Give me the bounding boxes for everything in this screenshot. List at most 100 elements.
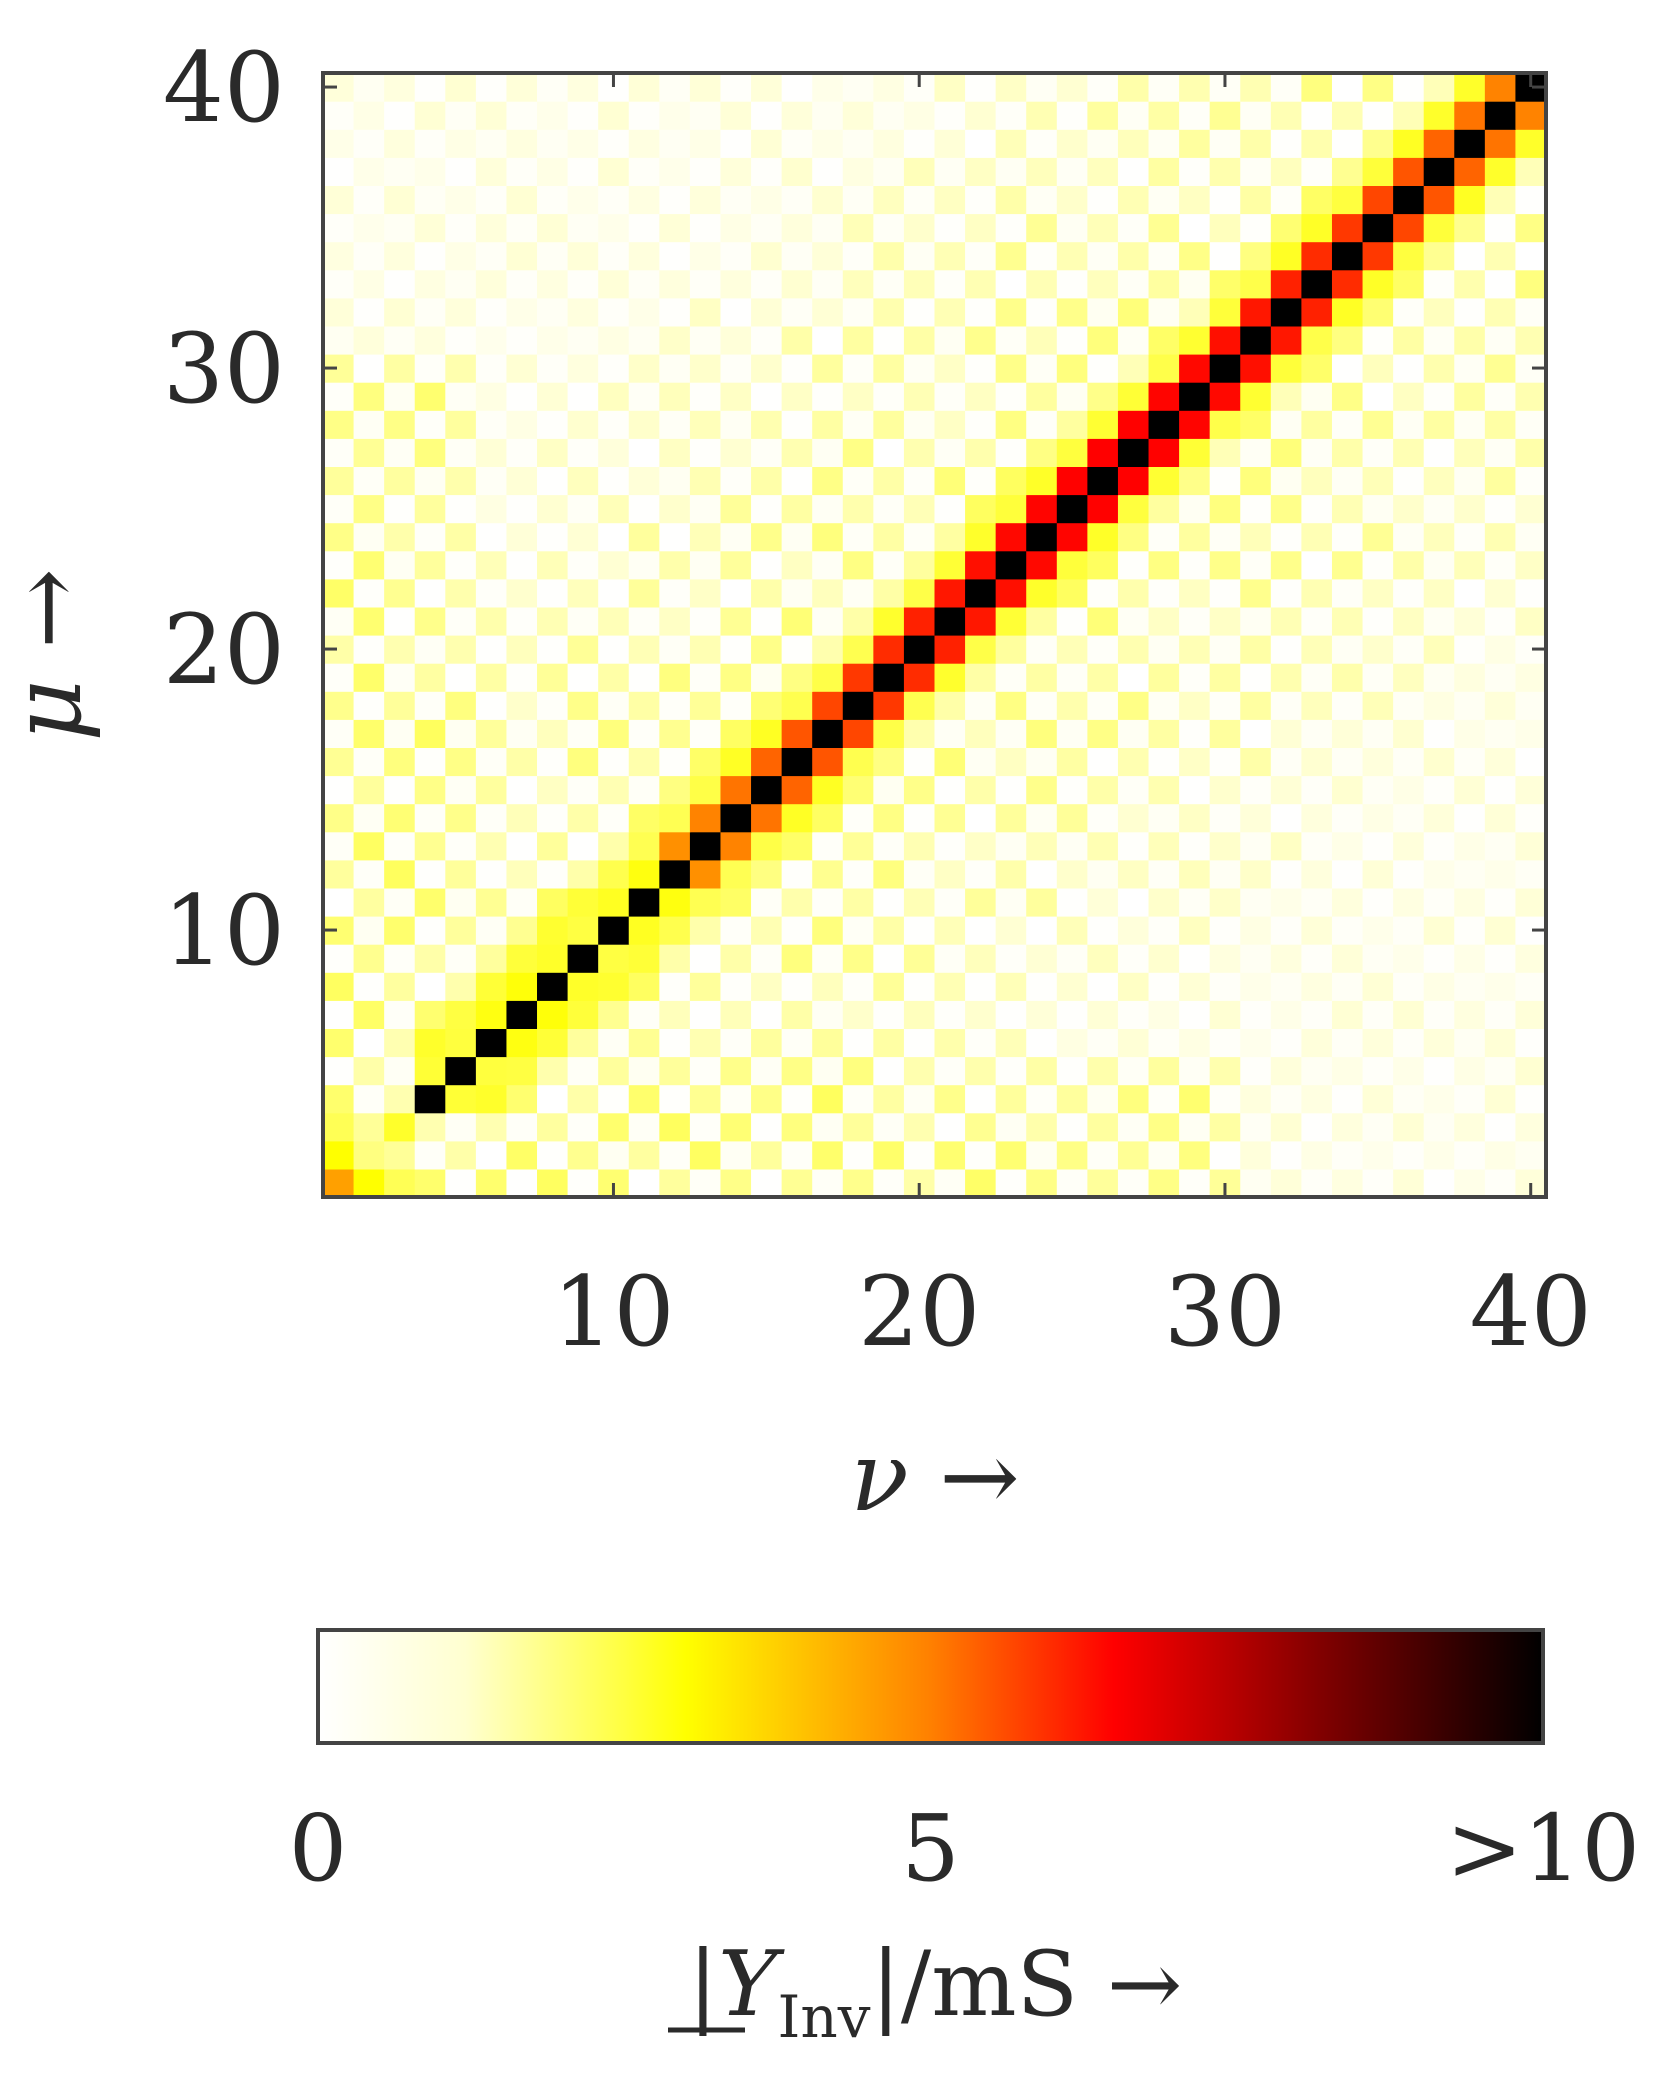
heatmap-cell (475, 691, 508, 720)
heatmap-cell (1087, 297, 1119, 327)
heatmap-cell (965, 522, 997, 552)
heatmap-cell (1301, 916, 1333, 945)
heatmap-cell (873, 354, 905, 383)
heatmap-cell (995, 859, 1027, 889)
heatmap-cell (475, 1112, 508, 1142)
heatmap-cell (1423, 1028, 1455, 1058)
heatmap-cell (1454, 494, 1486, 524)
heatmap-cell (873, 185, 905, 215)
heatmap-cell (1331, 550, 1364, 580)
heatmap-cell (873, 325, 905, 355)
heatmap-cell (445, 466, 477, 496)
heatmap-cell (659, 747, 691, 777)
heatmap-cell (1148, 382, 1180, 411)
heatmap-cell (1240, 803, 1272, 833)
heatmap-cell (812, 775, 844, 805)
heatmap-cell (1454, 325, 1486, 355)
heatmap-cell (628, 635, 660, 664)
heatmap-cell (384, 410, 416, 439)
heatmap-cell (781, 691, 813, 720)
heatmap-cell (1056, 1056, 1088, 1086)
heatmap-cell (995, 944, 1027, 973)
heatmap-cell (414, 691, 446, 720)
heatmap-cell (1240, 831, 1272, 861)
heatmap-cell (598, 438, 630, 467)
heatmap-cell (1362, 775, 1394, 805)
heatmap-cell (781, 494, 813, 524)
heatmap-cell (353, 522, 385, 552)
heatmap-cell (1026, 635, 1058, 664)
heatmap-cell (1362, 494, 1394, 524)
heatmap-cell (1362, 887, 1394, 917)
heatmap-cell (475, 550, 508, 580)
heatmap-cell (1301, 438, 1333, 467)
heatmap-cell (384, 73, 416, 102)
heatmap-cell (812, 269, 844, 299)
heatmap-cell (873, 213, 905, 243)
heatmap-cell (1393, 1112, 1425, 1142)
heatmap-cell (751, 382, 783, 411)
heatmap-cell (1393, 775, 1425, 805)
heatmap-cell (965, 747, 997, 777)
heatmap-cell (414, 410, 446, 439)
heatmap-cell (475, 382, 508, 411)
heatmap-cell (842, 466, 874, 496)
heatmap-cell (1026, 354, 1058, 383)
heatmap-cell (1148, 1112, 1180, 1142)
heatmap-cell (1179, 691, 1211, 720)
heatmap-cell (1056, 466, 1088, 496)
heatmap-cell (598, 269, 630, 299)
heatmap-cell (873, 297, 905, 327)
heatmap-cell (1148, 241, 1180, 271)
heatmap-cell (1179, 185, 1211, 215)
heatmap-cell (903, 691, 936, 720)
heatmap-cell (1362, 606, 1394, 636)
heatmap-cell (384, 382, 416, 411)
heatmap-cell (323, 972, 355, 1001)
heatmap-cell (353, 382, 385, 411)
heatmap-cell (1393, 522, 1425, 552)
heatmap-cell (1393, 466, 1425, 496)
heatmap-cell (720, 887, 752, 917)
heatmap-cell (842, 859, 874, 889)
heatmap-cell (445, 663, 477, 692)
heatmap-cell (537, 635, 569, 664)
heatmap-cell (1179, 663, 1211, 692)
heatmap-cell (384, 635, 416, 664)
heatmap-cell (1393, 803, 1425, 833)
heatmap-cell (1026, 1112, 1058, 1142)
heatmap-cell (934, 859, 966, 889)
heatmap-cell (445, 691, 477, 720)
heatmap-cell (751, 354, 783, 383)
heatmap-cell (1393, 550, 1425, 580)
heatmap-cell (323, 269, 355, 299)
heatmap-cell (1117, 438, 1150, 467)
heatmap-cell (1270, 663, 1302, 692)
heatmap-cell (384, 1056, 416, 1086)
heatmap-cell (567, 1168, 599, 1198)
heatmap-cell (598, 522, 630, 552)
heatmap-cell (1240, 578, 1272, 608)
heatmap-cell (353, 101, 385, 130)
heatmap-cell (598, 1112, 630, 1142)
heatmap-cell (812, 747, 844, 777)
heatmap-cell (934, 522, 966, 552)
heatmap-cell (506, 241, 538, 271)
heatmap-cell (1454, 1000, 1486, 1029)
heatmap-cell (628, 382, 660, 411)
heatmap-cell (812, 578, 844, 608)
heatmap-cell (537, 522, 569, 552)
heatmap-cell (506, 1056, 538, 1086)
heatmap-cell (1301, 859, 1333, 889)
heatmap-cell (1087, 663, 1119, 692)
heatmap-cell (965, 916, 997, 945)
heatmap-cell (1179, 972, 1211, 1001)
heatmap-cell (689, 297, 722, 327)
heatmap-cell (1362, 972, 1394, 1001)
heatmap-cell (1515, 831, 1547, 861)
heatmap-cell (720, 916, 752, 945)
heatmap-cell (323, 775, 355, 805)
heatmap-cell (1209, 157, 1241, 186)
heatmap-cell (689, 213, 722, 243)
heatmap-cell (812, 101, 844, 130)
